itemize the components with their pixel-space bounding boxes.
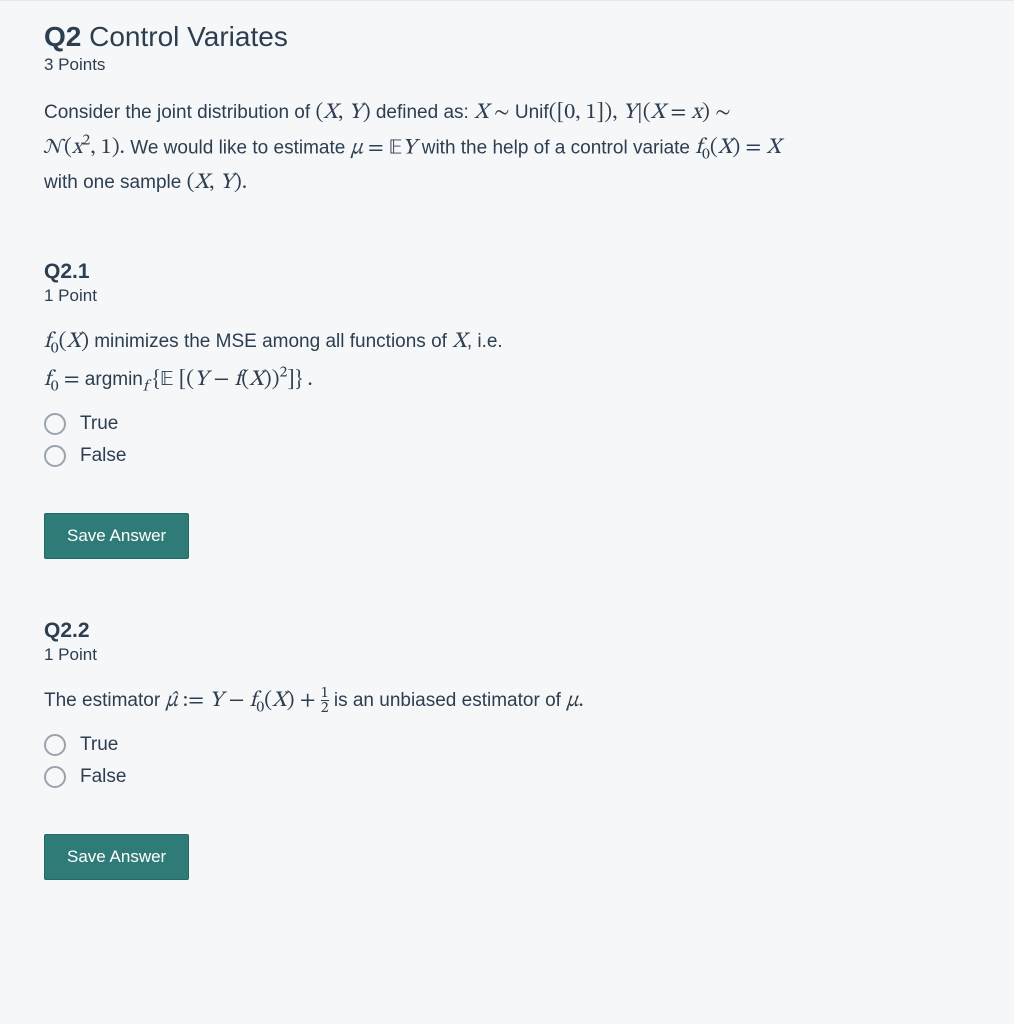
subquestion-points: 1 Point: [44, 645, 970, 665]
question-points: 3 Points: [44, 55, 970, 75]
option-true[interactable]: True: [44, 413, 970, 435]
question-title: Control Variates: [89, 21, 288, 52]
option-true[interactable]: True: [44, 734, 970, 756]
radio-icon: [44, 413, 66, 435]
radio-icon: [44, 734, 66, 756]
q22-prompt: The estimator μ̂ := Y − f0(X) + 12 is an…: [44, 685, 970, 720]
subquestion-title: Q2.1: [44, 260, 970, 284]
option-label: True: [80, 413, 118, 435]
q22-options: True False: [44, 734, 970, 788]
subquestion-q21: Q2.1 1 Point f0(X) minimizes the MSE amo…: [44, 260, 970, 559]
save-answer-button[interactable]: Save Answer: [44, 513, 189, 559]
intro-text: Consider the joint distribution of: [44, 102, 315, 123]
math-f0x: f0(X) = X: [695, 137, 781, 159]
subquestion-title: Q2.2: [44, 619, 970, 643]
q22-text: The estimator: [44, 690, 165, 711]
math-normal: 𝒩(x2, 1).: [44, 137, 125, 159]
option-label: True: [80, 734, 118, 756]
radio-icon: [44, 445, 66, 467]
math-dist: X ∼ Unif([0, 1]), Y|(X = x) ∼: [474, 102, 731, 124]
intro-text: with one sample: [44, 172, 187, 193]
question-intro: Consider the joint distribution of (X, Y…: [44, 97, 970, 200]
option-label: False: [80, 766, 126, 788]
q22-text: is an unbiased estimator of: [329, 690, 567, 711]
q21-options: True False: [44, 413, 970, 467]
option-false[interactable]: False: [44, 766, 970, 788]
q21-prompt: f0(X) minimizes the MSE among all functi…: [44, 326, 970, 399]
math-mu: μ = 𝔼Y: [351, 137, 417, 159]
option-label: False: [80, 445, 126, 467]
math-f0x: f0(X): [44, 331, 89, 353]
intro-text: We would like to estimate: [125, 137, 351, 158]
math-x: X: [452, 331, 467, 353]
option-false[interactable]: False: [44, 445, 970, 467]
intro-text: defined as:: [371, 102, 475, 123]
math-mu2: μ.: [566, 690, 584, 712]
question-header: Q2 Control Variates: [44, 21, 970, 53]
question-number: Q2: [44, 21, 81, 52]
question-page: Q2 Control Variates 3 Points Consider th…: [0, 0, 1014, 1024]
intro-text: with the help of a control variate: [416, 137, 695, 158]
subquestion-q22: Q2.2 1 Point The estimator μ̂ := Y − f0(…: [44, 619, 970, 880]
math-xy2: (X, Y).: [187, 172, 248, 194]
math-xy: (X, Y): [315, 102, 370, 124]
q21-text: minimizes the MSE among all functions of: [89, 331, 452, 352]
math-muhat: μ̂ := Y − f0(X) + 12: [165, 690, 328, 712]
radio-icon: [44, 766, 66, 788]
q21-text: , i.e.: [467, 331, 503, 352]
math-argmin: f0 = argminf {𝔼 [(Y − f(X))2]} .: [44, 369, 313, 391]
subquestion-points: 1 Point: [44, 286, 970, 306]
save-answer-button[interactable]: Save Answer: [44, 834, 189, 880]
